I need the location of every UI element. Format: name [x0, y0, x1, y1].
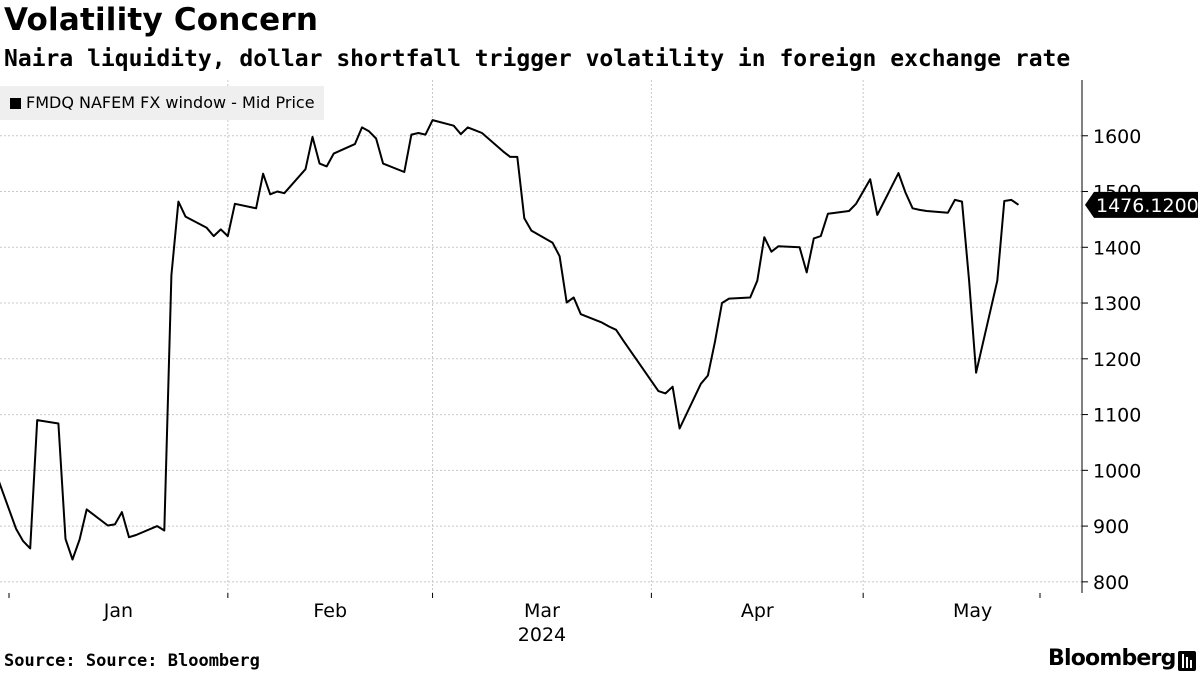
- x-year-label: 2024: [518, 624, 566, 646]
- last-value-badge: [1085, 191, 1198, 218]
- y-tick-label-1000: 1000: [1093, 460, 1141, 482]
- chart-title: Volatility Concern: [4, 2, 319, 38]
- series-line-mid-price: [0, 119, 1020, 561]
- y-tick-label-1100: 1100: [1093, 405, 1141, 427]
- x-tick-label-mar: Mar: [524, 600, 560, 622]
- y-tick-label-1200: 1200: [1093, 349, 1141, 371]
- x-tick-label-jan: Jan: [103, 600, 133, 622]
- y-tick-label-1300: 1300: [1093, 293, 1141, 315]
- series-layer: [0, 119, 1020, 561]
- last-value-label: 1476.1200: [1096, 195, 1199, 217]
- y-tick-label-1400: 1400: [1093, 237, 1141, 259]
- grid-layer: [0, 80, 1082, 593]
- axis-layer: 8009001000110012001300140015001600JanFeb…: [8, 80, 1141, 646]
- last-value-badge-layer: 1476.1200: [1085, 191, 1199, 218]
- bloomberg-terminal-icon: [1178, 651, 1196, 671]
- chart-subtitle: Naira liquidity, dollar shortfall trigge…: [4, 46, 1071, 72]
- y-tick-label-900: 900: [1093, 516, 1129, 538]
- x-tick-label-apr: Apr: [741, 600, 774, 622]
- source-note: Source: Source: Bloomberg: [4, 651, 260, 671]
- y-tick-label-800: 800: [1093, 572, 1129, 594]
- bloomberg-logo: Bloomberg: [1048, 646, 1176, 671]
- legend-swatch: [10, 98, 21, 109]
- x-tick-label-feb: Feb: [313, 600, 347, 622]
- legend: FMDQ NAFEM FX window - Mid Price: [0, 86, 324, 120]
- legend-label: FMDQ NAFEM FX window - Mid Price: [26, 93, 315, 112]
- y-tick-label-1600: 1600: [1093, 126, 1141, 148]
- x-tick-label-may: May: [953, 600, 992, 622]
